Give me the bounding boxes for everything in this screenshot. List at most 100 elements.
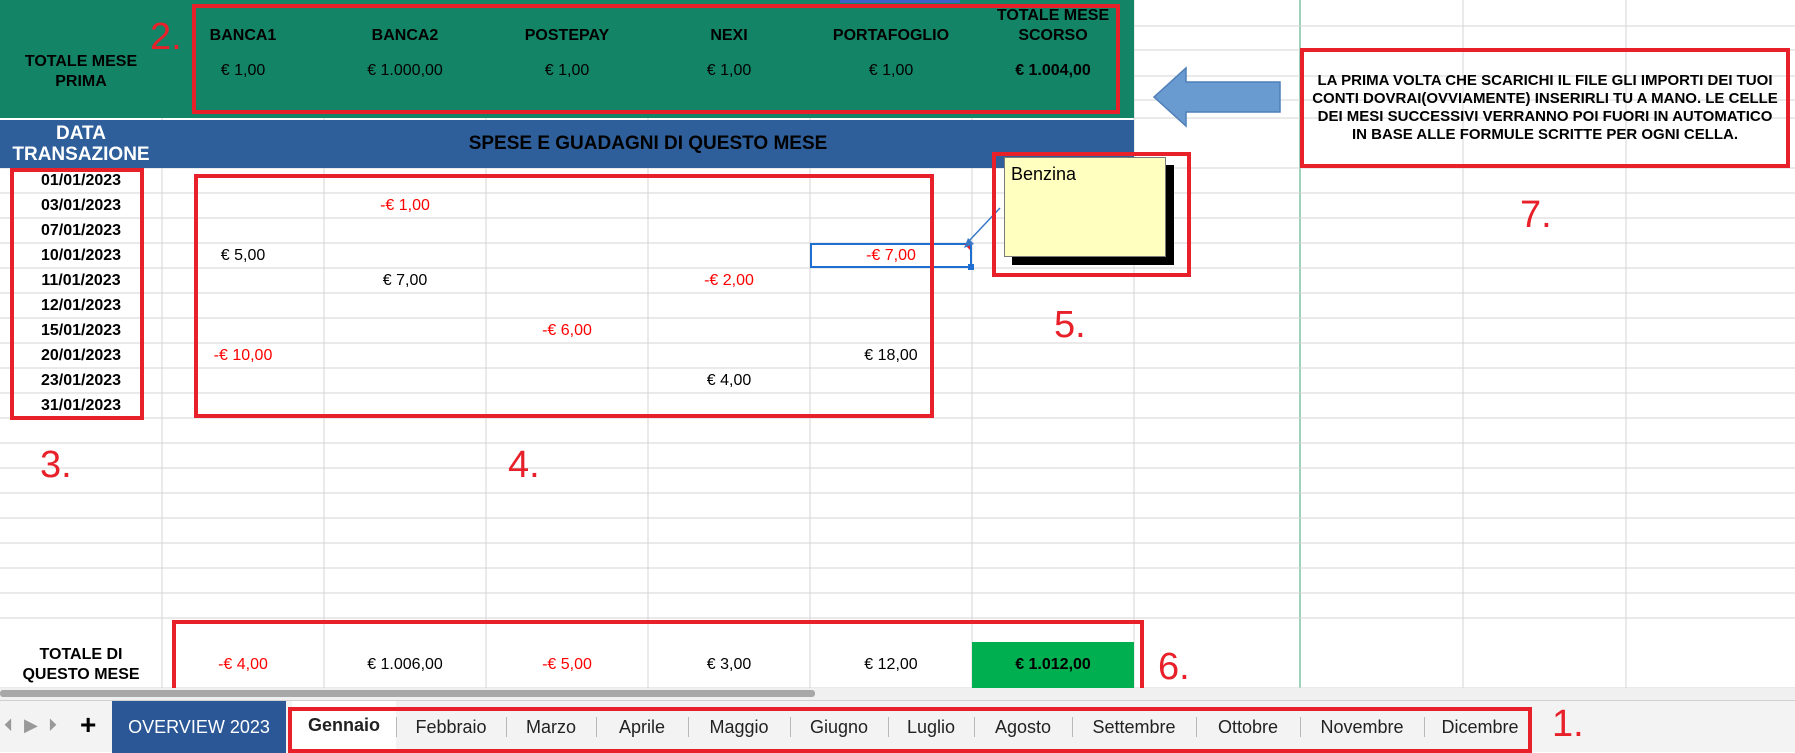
prev-value-cell[interactable]: € 1,00 (706, 62, 752, 79)
prev-value-cell[interactable]: € 1,00 (868, 62, 914, 79)
tab-dicembre[interactable]: Dicembre (1424, 701, 1536, 753)
tab-separator (506, 717, 507, 737)
date-cell[interactable]: 15/01/2023 (40, 321, 122, 339)
month-total-cell[interactable]: € 3,00 (706, 656, 752, 673)
tab-overview-label: OVERVIEW 2023 (128, 716, 270, 737)
transaction-cell[interactable]: € 18,00 (864, 346, 918, 364)
tab-giugno[interactable]: Giugno (790, 701, 888, 753)
comment-connector (964, 207, 1001, 248)
transaction-cell[interactable]: € 5,00 (220, 246, 266, 264)
account-header-nexi: NEXI (710, 27, 748, 44)
date-cell[interactable]: 10/01/2023 (40, 246, 122, 264)
tab-overview[interactable]: OVERVIEW 2023 (112, 701, 286, 753)
instruction-note: LA PRIMA VOLTA CHE SCARICHI IL FILE GLI … (1312, 72, 1778, 143)
grand-total-bg (972, 642, 1134, 688)
tab-label: Marzo (525, 716, 576, 737)
date-cell[interactable]: 20/01/2023 (40, 346, 122, 364)
date-cell[interactable]: 23/01/2023 (40, 371, 122, 389)
comment-box[interactable]: Benzina (1004, 157, 1166, 257)
arrow-left-icon (1152, 66, 1281, 128)
tab-aprile[interactable]: Aprile (596, 701, 688, 753)
annotation-number-2: 2. (150, 16, 182, 58)
scrollbar-thumb[interactable] (0, 690, 815, 697)
tab-label: Ottobre (1217, 716, 1279, 737)
account-header-banca1: BANCA1 (209, 27, 277, 44)
tab-label: Aprile (618, 716, 666, 737)
date-cell[interactable]: 07/01/2023 (40, 221, 122, 239)
tab-separator (790, 717, 791, 737)
add-sheet-icon[interactable]: + (80, 709, 97, 740)
header-band (0, 0, 1134, 118)
transaction-cell[interactable]: € 4,00 (706, 371, 752, 389)
spreadsheet-grid[interactable]: TOTALE MESE PRIMA BANCA1 BANCA2 POSTEPAY NE… (0, 0, 1795, 698)
prev-sheet-icon[interactable]: ▶ (24, 715, 38, 735)
transaction-cell[interactable]: -€ 10,00 (213, 346, 273, 364)
selected-cell[interactable] (810, 243, 972, 268)
first-sheet-icon[interactable]: ⏴ (4, 715, 13, 735)
prev-value-cell[interactable]: € 1.000,00 (367, 62, 443, 79)
tab-luglio[interactable]: Luglio (888, 701, 974, 753)
tab-separator (596, 717, 597, 737)
date-cell[interactable]: 31/01/2023 (40, 396, 122, 414)
annotation-number-6: 6. (1158, 646, 1190, 688)
account-header-portafoglio: PORTAFOGLIO (832, 27, 950, 44)
transaction-cell[interactable]: -€ 1,00 (380, 196, 430, 214)
account-header-banca2: BANCA2 (371, 27, 439, 44)
tab-separator (1196, 717, 1197, 737)
tab-separator (974, 717, 975, 737)
tab-febbraio[interactable]: Febbraio (396, 701, 506, 753)
tab-agosto[interactable]: Agosto (974, 701, 1072, 753)
header-top-accent (840, 0, 960, 3)
prev-value-cell[interactable]: € 1,00 (544, 62, 590, 79)
tab-maggio[interactable]: Maggio (688, 701, 790, 753)
prev-total-label: TOTALE MESE PRIMA (24, 53, 138, 90)
tab-separator (1424, 717, 1425, 737)
month-total-cell[interactable]: € 12,00 (864, 656, 918, 673)
transaction-cell[interactable]: € 7,00 (382, 271, 428, 289)
tab-label: Luglio (906, 716, 956, 737)
tab-novembre[interactable]: Novembre (1300, 701, 1424, 753)
month-total-cell[interactable]: € 1.006,00 (367, 656, 443, 673)
comment-text: Benzina (1011, 164, 1077, 184)
tab-label: Maggio (709, 716, 769, 737)
prev-total-col-label: TOTALE MESE SCORSO (996, 7, 1110, 44)
tab-label: Giugno (809, 716, 869, 737)
month-total-label: TOTALE DI QUESTO MESE (22, 646, 140, 683)
section-band (0, 120, 1134, 168)
date-cell[interactable]: 01/01/2023 (40, 171, 122, 189)
date-cell[interactable]: 12/01/2023 (40, 296, 122, 314)
transaction-cell[interactable]: -€ 7,00 (866, 246, 916, 264)
tab-separator (1072, 717, 1073, 737)
tab-label: Febbraio (415, 716, 487, 737)
month-total-cell[interactable]: -€ 4,00 (218, 656, 268, 673)
sheet-tab-bar: ⏴ ▶ ⏵ + OVERVIEW 2023 Gennaio Febbraio Mar… (0, 700, 1795, 753)
comment-indicator (964, 244, 970, 250)
tab-label: Novembre (1320, 716, 1404, 737)
tab-label: Gennaio (307, 715, 380, 735)
fill-handle[interactable] (968, 264, 974, 270)
annotation-number-5: 5. (1054, 304, 1086, 346)
transaction-cell[interactable]: -€ 6,00 (542, 321, 592, 339)
prev-value-cell[interactable]: € 1,00 (220, 62, 266, 79)
tab-marzo[interactable]: Marzo (506, 701, 596, 753)
date-cell[interactable]: 11/01/2023 (41, 271, 121, 289)
tab-separator (688, 717, 689, 737)
grand-total-value[interactable]: € 1.012,00 (1015, 656, 1091, 673)
annotation-number-7: 7. (1520, 194, 1552, 236)
tab-separator (1300, 717, 1301, 737)
date-cell[interactable]: 03/01/2023 (40, 196, 122, 214)
month-total-cell[interactable]: -€ 5,00 (542, 656, 592, 673)
tab-ottobre[interactable]: Ottobre (1196, 701, 1300, 753)
tab-separator (888, 717, 889, 737)
tab-settembre[interactable]: Settembre (1072, 701, 1196, 753)
next-sheet-icon[interactable]: ⏵ (48, 715, 57, 735)
tab-label: Dicembre (1441, 716, 1519, 737)
tab-gennaio[interactable]: Gennaio (292, 701, 396, 753)
horizontal-scrollbar[interactable] (0, 688, 1795, 700)
prev-total-value[interactable]: € 1.004,00 (1015, 62, 1091, 79)
transaction-cell[interactable]: -€ 2,00 (704, 271, 754, 289)
annotation-number-3: 3. (40, 444, 72, 486)
tab-label: Settembre (1092, 716, 1176, 737)
annotation-number-1: 1. (1552, 703, 1584, 745)
date-column-header: DATA TRANSAZIONE (12, 123, 150, 165)
